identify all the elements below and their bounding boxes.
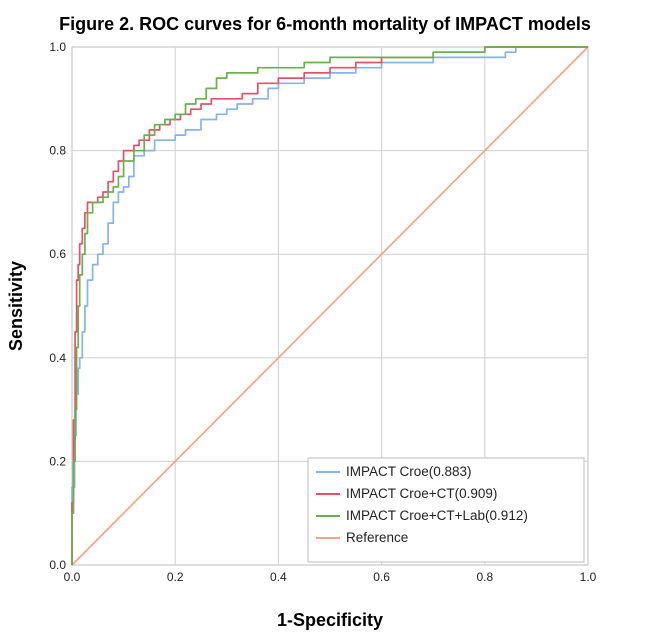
x-tick-label: 0.8 (476, 570, 493, 584)
x-tick-labels: 0.0 0.2 0.4 0.6 0.8 1.0 (64, 570, 597, 584)
legend-entry: IMPACT Croe+CT+Lab(0.912) (346, 508, 528, 523)
y-tick-label: 1.0 (49, 40, 66, 54)
legend-entry: Reference (346, 530, 408, 545)
y-tick-label: 0.4 (49, 351, 66, 365)
x-tick-label: 0.4 (270, 570, 287, 584)
legend: IMPACT Croe(0.883) IMPACT Croe+CT(0.909) I… (307, 457, 585, 563)
series-line-2 (71, 46, 588, 565)
series-line-1 (71, 46, 588, 565)
series-line-3 (71, 46, 589, 566)
y-axis-label: Sensitivity (6, 261, 26, 351)
legend-entry: IMPACT Croe+CT(0.909) (346, 486, 497, 501)
x-tick-label: 0.0 (64, 570, 81, 584)
legend-box (307, 457, 585, 563)
x-tick-label: 1.0 (580, 570, 597, 584)
x-tick-label: 0.2 (167, 570, 184, 584)
y-tick-labels: 0.0 0.2 0.4 0.6 0.8 1.0 (49, 40, 66, 572)
legend-entry: IMPACT Croe(0.883) (346, 464, 472, 479)
series-lines (71, 46, 589, 566)
x-axis-label: 1-Specificity (277, 610, 383, 630)
y-tick-label: 0.0 (49, 558, 66, 572)
x-tick-label: 0.6 (373, 570, 390, 584)
y-tick-label: 0.8 (49, 144, 66, 158)
y-tick-label: 0.2 (49, 454, 66, 468)
y-tick-label: 0.6 (49, 247, 66, 261)
chart-title: Figure 2. ROC curves for 6-month mortali… (59, 14, 591, 34)
series-line-0 (71, 46, 588, 565)
